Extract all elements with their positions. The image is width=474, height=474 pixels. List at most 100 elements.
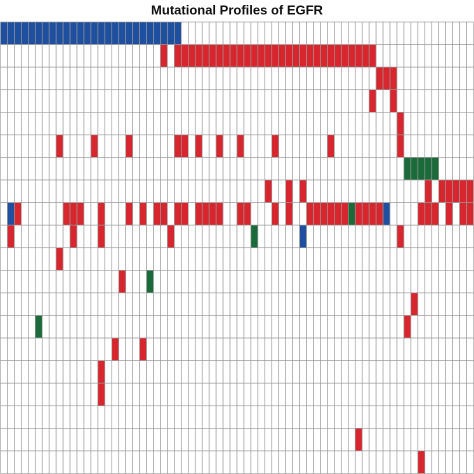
heatmap-cell [431, 247, 440, 271]
heatmap-cell [347, 270, 356, 294]
heatmap-cell [139, 157, 147, 181]
heatmap-cell [153, 270, 161, 294]
heatmap-cell [62, 89, 71, 113]
heatmap-cell [132, 247, 140, 271]
heatmap-cell [466, 179, 474, 203]
heatmap-cell [431, 21, 440, 45]
heatmap-cell [396, 360, 405, 384]
heatmap-cell [146, 66, 154, 91]
heatmap-cell [41, 202, 50, 226]
heatmap-cell [334, 112, 342, 136]
heatmap-cell [215, 270, 224, 294]
heatmap-cell [21, 405, 29, 429]
heatmap-cell [431, 428, 440, 452]
heatmap-cell [97, 315, 106, 339]
heatmap-cell [389, 270, 398, 294]
heatmap-cell [62, 224, 71, 249]
heatmap-cell [438, 112, 446, 136]
heatmap-cell [264, 337, 273, 361]
heatmap-cell [28, 202, 36, 226]
heatmap-cell [111, 179, 120, 203]
heatmap-cell [285, 428, 293, 452]
heatmap-cell [236, 292, 245, 316]
heatmap-cell [55, 89, 64, 113]
heatmap-cell [354, 360, 363, 384]
heatmap-cell [299, 382, 307, 407]
heatmap-cell [417, 450, 426, 474]
heatmap-cell [459, 89, 467, 113]
heatmap-cell [257, 270, 266, 294]
heatmap-cell [313, 450, 321, 474]
heatmap-cell [125, 112, 133, 136]
heatmap-cell [188, 112, 196, 136]
heatmap-cell [313, 89, 321, 113]
heatmap-cell [181, 382, 189, 407]
heatmap-cell [90, 360, 99, 384]
heatmap-cell [118, 247, 127, 271]
heatmap-cell [125, 134, 133, 158]
heatmap-cell [215, 21, 224, 45]
heatmap-cell [292, 179, 300, 203]
heatmap-cell [208, 405, 217, 429]
heatmap-cell [417, 66, 426, 91]
heatmap-cell [361, 337, 370, 361]
heatmap-cell [250, 428, 259, 452]
heatmap-cell [306, 179, 314, 203]
heatmap-cell [139, 247, 147, 271]
heatmap-cell [41, 315, 50, 339]
heatmap-cell [14, 202, 22, 226]
heatmap-cell [139, 315, 147, 339]
heatmap-cell [264, 292, 273, 316]
heatmap-cell [97, 337, 106, 361]
heatmap-cell [368, 292, 377, 316]
heatmap-cell [389, 89, 398, 113]
heatmap-cell [459, 315, 467, 339]
heatmap-cell [410, 382, 419, 407]
heatmap-cell [174, 224, 182, 249]
heatmap-cell [41, 66, 50, 91]
heatmap-cell [160, 66, 168, 91]
heatmap-cell [438, 134, 446, 158]
heatmap-cell [229, 428, 238, 452]
heatmap-cell [181, 337, 189, 361]
heatmap-cell [445, 21, 453, 45]
heatmap-cell [215, 202, 224, 226]
heatmap-cell [194, 270, 203, 294]
heatmap-cell [431, 337, 440, 361]
heatmap-cell [445, 360, 453, 384]
heatmap-cell [215, 66, 224, 91]
heatmap-cell [278, 179, 286, 203]
heatmap-cell [181, 21, 189, 45]
heatmap-cell [341, 450, 349, 474]
heatmap-cell [327, 450, 335, 474]
heatmap-cell [438, 382, 446, 407]
heatmap-cell [97, 450, 106, 474]
heatmap-cell [215, 224, 224, 249]
heatmap-cell [389, 66, 398, 91]
heatmap-cell [34, 89, 43, 113]
heatmap-cell [341, 382, 349, 407]
heatmap-cell [125, 157, 133, 181]
heatmap-cell [229, 292, 238, 316]
heatmap-cell [62, 270, 71, 294]
heatmap-cell [292, 292, 300, 316]
heatmap-cell [306, 66, 314, 91]
heatmap-cell [14, 44, 22, 68]
heatmap-cell [292, 382, 300, 407]
heatmap-cell [90, 382, 99, 407]
heatmap-cell [382, 315, 391, 339]
heatmap-cell [459, 44, 467, 68]
heatmap-cell [222, 21, 231, 45]
heatmap-cell [438, 179, 446, 203]
heatmap-cell [341, 315, 349, 339]
heatmap-cell [139, 89, 147, 113]
heatmap-cell [417, 405, 426, 429]
heatmap-cell [431, 66, 440, 91]
heatmap-cell [174, 292, 182, 316]
heatmap-cell [181, 224, 189, 249]
heatmap-cell [264, 157, 273, 181]
heatmap-cell [194, 21, 203, 45]
heatmap-cell [354, 112, 363, 136]
heatmap-cell [459, 224, 467, 249]
